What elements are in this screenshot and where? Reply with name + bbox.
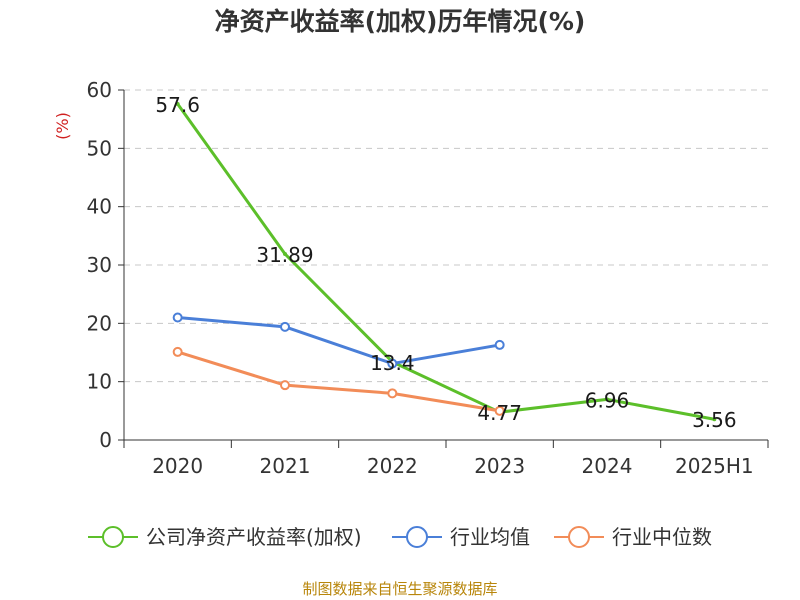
x-tick-label: 2023 (474, 454, 525, 478)
x-tick-label: 2024 (582, 454, 633, 478)
data-point (387, 358, 398, 369)
legend-label: 公司净资产收益率(加权) (146, 525, 362, 549)
series-line (177, 350, 500, 413)
gridlines (124, 89, 768, 383)
data-point (172, 312, 183, 323)
y-axis-unit-label: (%) (53, 112, 72, 140)
y-tick-label: 60 (87, 78, 112, 102)
data-point (712, 417, 717, 422)
chart-title: 净资产收益率(加权)历年情况(%) (215, 7, 586, 36)
data-point (387, 388, 398, 399)
data-point (175, 102, 180, 106)
legend-label: 行业中位数 (612, 525, 712, 549)
axes: 0 10 20 30 40 50 60 2020 2021 2022 2023 2024 2025H1 (87, 78, 769, 478)
legend-label: 行业均值 (450, 525, 530, 549)
data-label: 57.6 (155, 93, 200, 117)
data-point (280, 321, 290, 332)
data-labels: 57.6 31.89 13.4 4.77 6.96 3.56 (155, 93, 736, 432)
data-point (494, 405, 505, 416)
legend-marker (102, 526, 124, 548)
series-layer (172, 102, 717, 422)
data-point (172, 346, 183, 357)
data-label: 3.56 (692, 408, 737, 432)
data-label: 31.89 (256, 243, 313, 267)
x-tick-label: 2022 (367, 454, 418, 478)
legend-item-1: 公司净资产收益率(加权) (88, 525, 362, 549)
series-line (176, 103, 715, 421)
data-point (605, 397, 609, 402)
legend-item-3: 行业中位数 (554, 525, 712, 549)
source-note: 制图数据来自恒生聚源数据库 (302, 580, 497, 598)
x-tick-label: 2025H1 (675, 454, 754, 478)
y-tick-label: 40 (87, 195, 112, 219)
y-tick-label: 0 (99, 428, 112, 452)
legend: 公司净资产收益率(加权) 行业均值 行业中位数 (88, 525, 712, 549)
x-tick-label: 2021 (260, 454, 311, 478)
legend-marker (406, 526, 428, 548)
y-tick-label: 10 (87, 370, 112, 394)
series-3 (172, 346, 505, 416)
data-point (283, 251, 287, 256)
data-label: 13.4 (370, 351, 415, 375)
data-point (280, 380, 290, 391)
legend-marker (568, 526, 590, 548)
data-label: 4.77 (477, 401, 522, 425)
y-tick-label: 50 (87, 136, 112, 160)
y-tick-label: 20 (87, 311, 112, 335)
data-label: 6.96 (585, 388, 630, 412)
series-line (177, 316, 500, 366)
y-tick-label: 30 (87, 253, 112, 277)
data-point (494, 339, 505, 350)
series-2 (172, 312, 505, 369)
x-tick-label: 2020 (152, 454, 203, 478)
legend-item-2: 行业均值 (392, 525, 530, 549)
